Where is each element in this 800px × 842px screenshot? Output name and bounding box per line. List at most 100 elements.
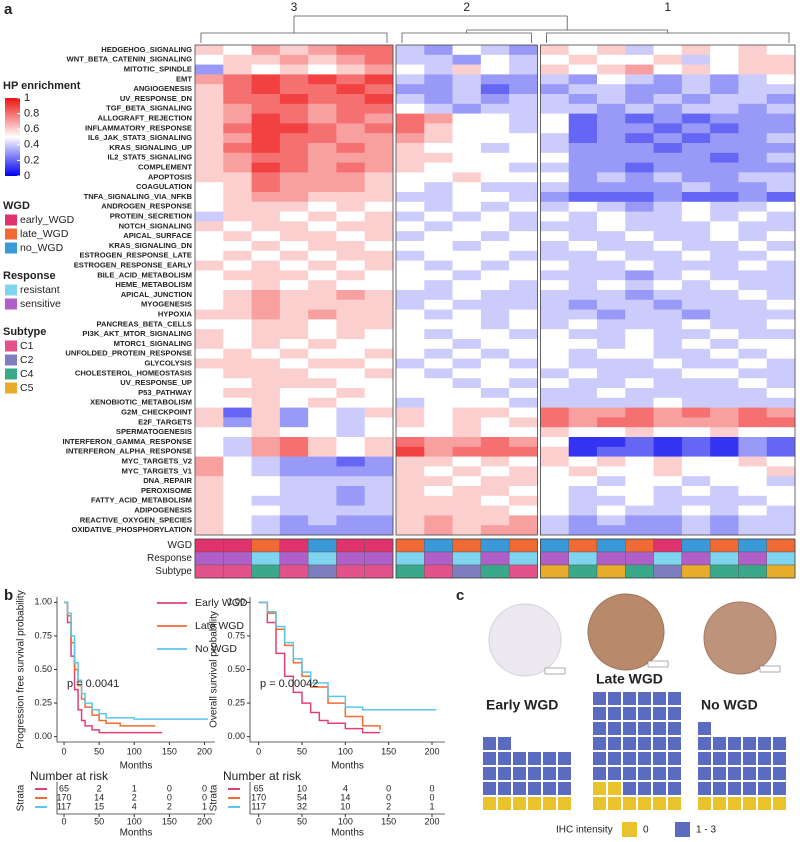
x-tick-label: 150 <box>162 746 177 756</box>
heatmap-cell <box>480 201 510 212</box>
heatmap-cell <box>364 241 394 252</box>
track-border <box>194 538 394 579</box>
heatmap-cell <box>710 211 739 222</box>
row-label: SPERMATOGENESIS <box>116 427 192 436</box>
heatmap-cell <box>681 64 711 75</box>
heatmap-cell <box>396 74 425 85</box>
risk-count: 0 <box>167 783 172 793</box>
heatmap-cell <box>568 250 598 261</box>
heatmap-cell <box>738 476 768 487</box>
heatmap-cell <box>509 270 538 281</box>
heatmap-cell <box>336 476 366 487</box>
heatmap-cell <box>308 290 337 301</box>
heatmap-cell <box>681 456 711 467</box>
heatmap-cell <box>681 74 711 85</box>
heatmap-cell <box>424 241 453 252</box>
heatmap-cell <box>251 476 281 487</box>
heatmap-cell <box>653 495 683 506</box>
heatmap-cell <box>681 495 711 506</box>
heatmap-cell <box>396 172 425 183</box>
heatmap-cell <box>597 456 626 467</box>
heatmap-cell <box>279 201 309 212</box>
track-cell <box>738 564 767 579</box>
waffle-cell <box>498 767 511 780</box>
heatmap-cell <box>452 515 482 526</box>
heatmap-cell <box>540 201 570 212</box>
heatmap-cell <box>738 211 768 222</box>
waffle-cell <box>758 737 771 750</box>
heatmap-cell <box>710 397 739 408</box>
heatmap-cell <box>452 437 482 448</box>
heatmap-cell <box>653 221 683 232</box>
heatmap-cell <box>597 182 626 193</box>
heatmap-cell <box>336 446 366 457</box>
heatmap-cell <box>509 505 538 516</box>
heatmap-cell <box>195 201 224 212</box>
heatmap-cell <box>424 45 453 56</box>
heatmap-cell <box>364 397 394 408</box>
heatmap-cell <box>509 74 538 85</box>
heatmap-cell <box>710 476 739 487</box>
heatmap-cell <box>223 348 252 359</box>
heatmap-cell <box>766 201 796 212</box>
heatmap-cell <box>396 64 425 75</box>
heatmap-cell <box>540 192 570 203</box>
heatmap-cell <box>308 368 337 379</box>
risk-x-tick-label: 50 <box>94 816 104 826</box>
heatmap-cell <box>195 368 224 379</box>
heatmap-cell <box>396 417 425 428</box>
heatmap-cell <box>766 515 796 526</box>
heatmap-cell <box>480 260 510 271</box>
heatmap-cell <box>625 54 654 65</box>
waffle-cell <box>593 767 606 780</box>
heatmap-cell <box>710 172 739 183</box>
heatmap-cell <box>681 221 711 232</box>
heatmap-cell <box>509 525 538 536</box>
waffle-cell <box>543 752 556 765</box>
heatmap-cell <box>424 280 453 291</box>
heatmap-cell <box>597 339 626 350</box>
row-label: ANDROGEN_RESPONSE <box>101 202 192 211</box>
heatmap-cell <box>223 368 252 379</box>
heatmap-cell <box>195 486 224 497</box>
heatmap-cell <box>223 231 252 242</box>
tissue-core <box>488 603 562 677</box>
heatmap-cell <box>681 162 711 173</box>
heatmap-cell <box>308 152 337 163</box>
heatmap-cell <box>766 162 796 173</box>
colorbar-tick-label: 0.8 <box>24 108 39 120</box>
risk-count: 0 <box>429 792 434 802</box>
heatmap-cell <box>279 407 309 418</box>
track-cell <box>480 564 510 579</box>
heatmap-cell <box>480 476 510 487</box>
heatmap-cell <box>766 133 796 144</box>
heatmap-cell <box>568 280 598 291</box>
heatmap-cell <box>223 476 252 487</box>
track-cell <box>681 538 711 553</box>
risk-count: 0 <box>429 783 434 793</box>
heatmap-cell <box>480 397 510 408</box>
heatmap-cell <box>681 476 711 487</box>
row-label: UV_RESPONSE_DN <box>120 94 192 103</box>
heatmap-cell <box>509 486 538 497</box>
heatmap-cell <box>195 388 224 399</box>
heatmap-cell <box>653 397 683 408</box>
heatmap-cell <box>540 54 570 65</box>
heatmap-cell <box>308 45 337 56</box>
cluster-border <box>194 44 394 536</box>
heatmap-cell <box>223 84 252 95</box>
heatmap-cell <box>251 221 281 232</box>
heatmap-cell <box>480 162 510 173</box>
heatmap-cell <box>223 329 252 340</box>
risk-count: 4 <box>343 783 348 793</box>
risk-count: 10 <box>297 783 307 793</box>
heatmap-cell <box>195 329 224 340</box>
heatmap-cell <box>364 339 394 350</box>
heatmap-cell <box>710 319 739 330</box>
heatmap-cell <box>625 339 654 350</box>
heatmap-cell <box>396 427 425 438</box>
heatmap-cell <box>336 54 366 65</box>
heatmap-cell <box>364 299 394 310</box>
heatmap-cell <box>424 152 453 163</box>
risk-count: 4 <box>132 801 137 811</box>
